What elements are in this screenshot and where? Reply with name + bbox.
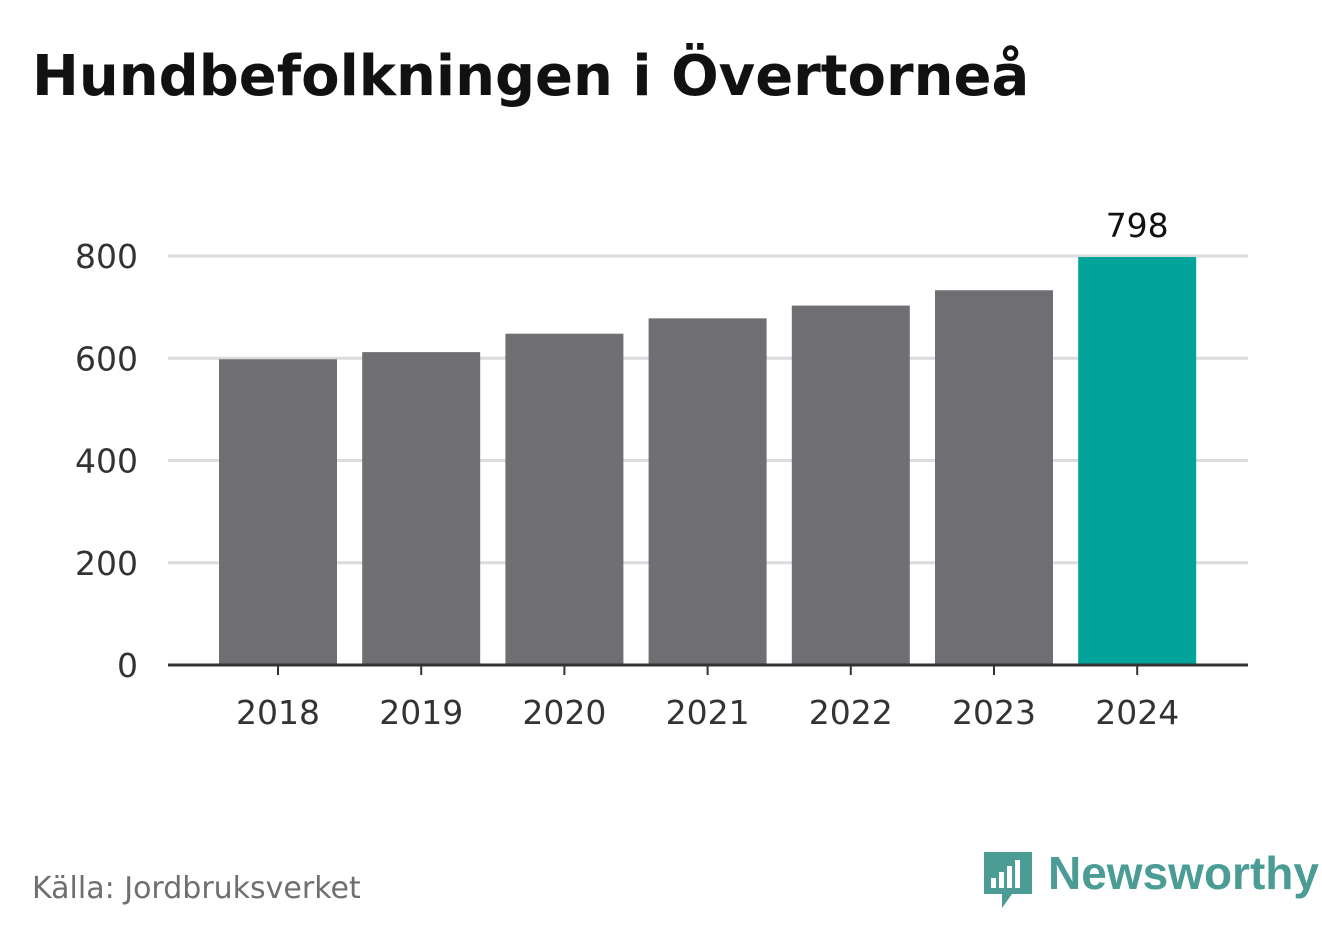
x-tick-label: 2018 bbox=[236, 693, 320, 732]
labels: 0 200 400 600 800 2018 2019 2020 2021 2022 2023 202… bbox=[75, 206, 1248, 732]
source-note: Källa: Jordbruksverket bbox=[32, 871, 361, 906]
data-label: 798 bbox=[1106, 206, 1169, 245]
bar-2022 bbox=[791, 305, 910, 665]
bar-2024 bbox=[1078, 257, 1197, 665]
bar-2019 bbox=[362, 352, 481, 665]
y-tick-label: 600 bbox=[75, 339, 138, 378]
y-tick-label: 200 bbox=[75, 544, 138, 583]
newsworthy-logo-icon bbox=[984, 852, 1032, 908]
bar-2018 bbox=[219, 359, 337, 665]
bar-2023 bbox=[935, 290, 1053, 665]
y-tick-label: 0 bbox=[117, 646, 138, 685]
y-tick-label: 400 bbox=[75, 442, 138, 481]
x-tick-label: 2024 bbox=[1095, 693, 1179, 732]
x-tick-label: 2023 bbox=[952, 693, 1036, 732]
brand-name: Newsworthy bbox=[1048, 847, 1319, 899]
bar-2021 bbox=[648, 318, 767, 665]
x-tick-label: 2019 bbox=[379, 693, 463, 732]
x-tick-label: 2021 bbox=[666, 693, 750, 732]
bar-2020 bbox=[505, 333, 624, 665]
x-tick-label: 2022 bbox=[809, 693, 893, 732]
bars bbox=[219, 257, 1197, 665]
y-tick-label: 800 bbox=[75, 237, 138, 276]
bar-chart: 0 200 400 600 800 2018 2019 2020 2021 2022 2023 202… bbox=[75, 206, 1248, 732]
chart-title: Hundbefolkningen i Övertorneå bbox=[32, 44, 1030, 109]
x-tick-label: 2020 bbox=[522, 693, 606, 732]
